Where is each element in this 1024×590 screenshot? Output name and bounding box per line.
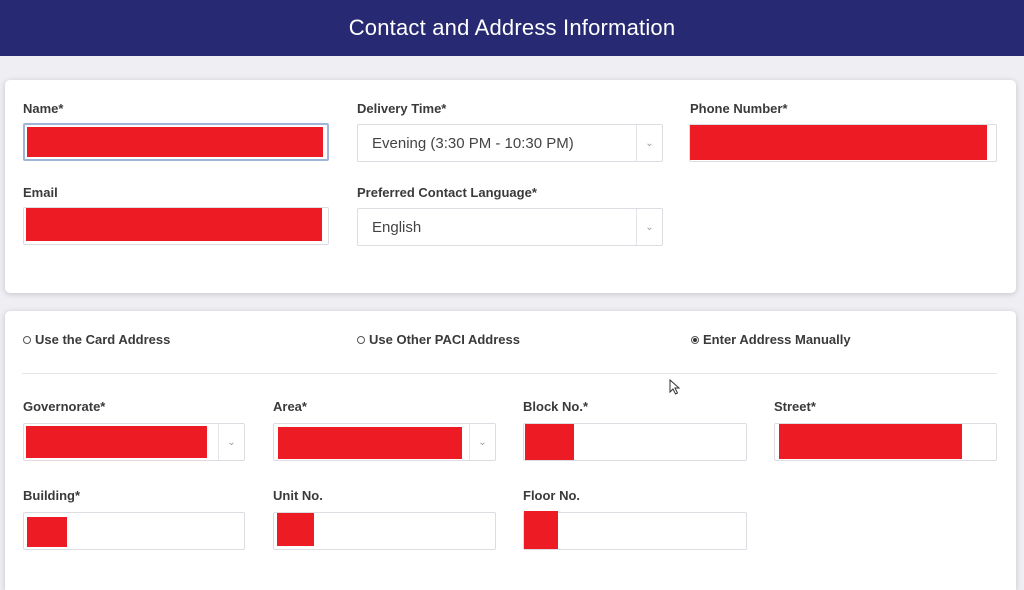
redacted-phone-value [690,125,987,160]
redacted-floor-value [524,511,558,549]
redacted-unit-value [277,513,314,546]
redacted-email-value [26,208,322,241]
street-input[interactable] [774,423,997,461]
radio-use-other-paci-address[interactable]: Use Other PACI Address [357,332,520,347]
unit-no-input[interactable] [273,512,496,550]
contact-card [5,80,1016,293]
redacted-block-value [525,424,574,460]
mouse-pointer-icon [669,379,681,395]
name-label: Name* [23,101,64,116]
redacted-street-value [779,424,962,459]
section-divider [22,373,997,374]
governorate-select[interactable]: ⌄ [23,423,245,461]
contact-language-select[interactable]: English ⌄ [357,208,663,246]
redacted-building-value [27,517,67,547]
area-select[interactable]: ⌄ [273,423,496,461]
name-input[interactable] [23,123,329,161]
radio-unchecked-icon[interactable] [23,335,31,344]
block-no-label: Block No.* [523,399,589,414]
phone-number-label: Phone Number* [690,101,788,116]
redacted-governorate-value [26,426,207,458]
redacted-area-value [278,427,462,459]
radio-label: Enter Address Manually [703,332,851,347]
radio-enter-address-manually[interactable]: Enter Address Manually [691,332,851,347]
radio-label: Use Other PACI Address [369,332,520,347]
unit-no-label: Unit No. [273,488,323,503]
delivery-time-label: Delivery Time* [357,101,447,116]
street-label: Street* [774,399,816,414]
floor-no-label: Floor No. [523,488,581,503]
building-input[interactable] [23,512,245,550]
chevron-down-icon[interactable]: ⌄ [469,424,495,460]
chevron-down-icon[interactable]: ⌄ [636,125,662,161]
page-header: Contact and Address Information [0,0,1024,56]
radio-use-card-address[interactable]: Use the Card Address [23,332,170,347]
email-input[interactable] [23,207,329,245]
delivery-time-select[interactable]: Evening (3:30 PM - 10:30 PM) ⌄ [357,124,663,162]
radio-unchecked-icon[interactable] [357,335,365,344]
phone-number-input[interactable] [689,124,997,162]
area-label: Area* [273,399,307,414]
contact-language-value: English [372,218,422,236]
email-label: Email [23,185,58,200]
radio-checked-icon[interactable] [691,335,699,344]
page-title: Contact and Address Information [348,15,676,40]
floor-no-input[interactable] [523,511,747,550]
chevron-down-icon[interactable]: ⌄ [218,424,244,460]
block-no-input[interactable] [523,423,747,461]
contact-language-label: Preferred Contact Language* [357,185,537,200]
governorate-label: Governorate* [23,399,106,414]
building-label: Building* [23,488,81,503]
chevron-down-icon[interactable]: ⌄ [636,209,662,245]
radio-label: Use the Card Address [35,332,171,347]
delivery-time-value: Evening (3:30 PM - 10:30 PM) [372,134,574,152]
redacted-name-value [27,127,323,157]
